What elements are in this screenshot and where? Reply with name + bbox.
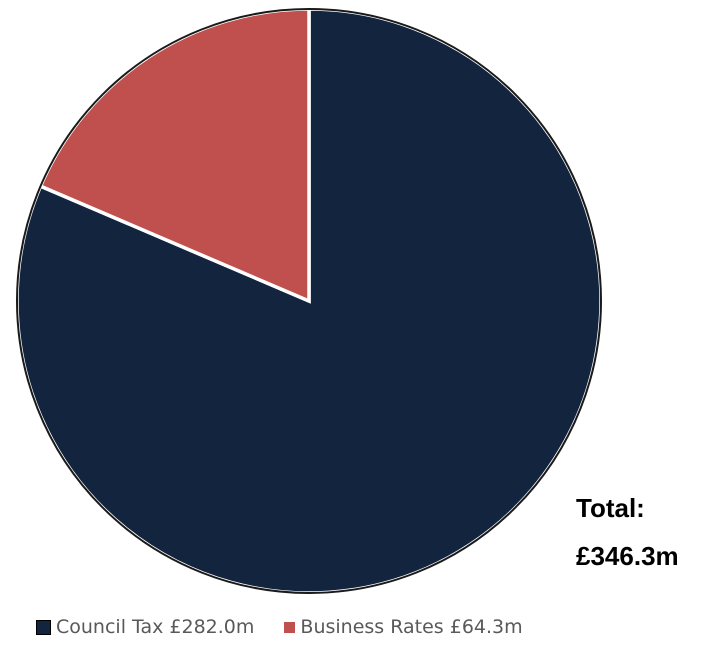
legend-item-business-rates: Business Rates £64.3m: [284, 616, 523, 638]
legend: Council Tax £282.0m Business Rates £64.3…: [36, 612, 523, 642]
total-label: Total:: [576, 493, 645, 523]
legend-label-council-tax: Council Tax £282.0m: [56, 616, 255, 638]
legend-item-council-tax: Council Tax £282.0m: [36, 616, 254, 638]
pie-outline: [16, 8, 602, 594]
legend-swatch-council-tax: [36, 619, 51, 635]
legend-swatch-business-rates: [284, 621, 296, 633]
total-annotation: Total: £346.3m: [576, 484, 679, 580]
total-value: £346.3m: [576, 541, 679, 571]
legend-label-business-rates: Business Rates £64.3m: [300, 616, 523, 638]
